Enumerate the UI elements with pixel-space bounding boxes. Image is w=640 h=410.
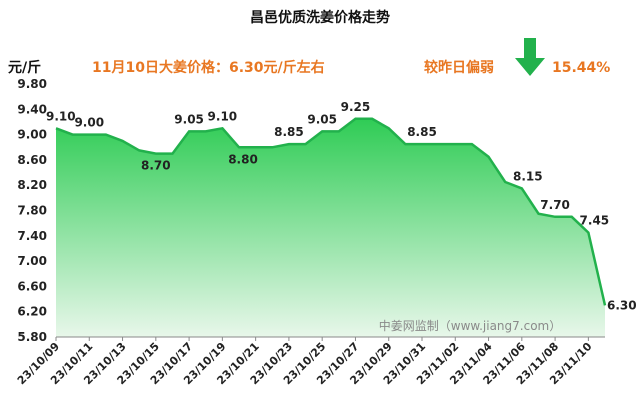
data-label: 8.15 [513,169,543,183]
y-tick-label: 5.80 [17,330,47,344]
data-label: 7.70 [540,198,570,212]
compare-value: 15.44% [552,60,610,76]
data-labels: 9.109.008.709.05 9.108.808.859.059.258.85… [46,100,637,313]
x-axis-ticks: 23/10/0923/10/1123/10/1323/10/1523/10/17… [15,337,595,387]
y-tick-label: 9.40 [17,102,47,116]
price-area [56,118,605,337]
price-line [55,117,607,306]
y-tick-label: 9.00 [17,128,47,142]
data-label: 9.25 [341,100,371,114]
data-label: 7.45 [580,214,610,228]
watermark: 中姜网监制（www.jiang7.com） [379,318,561,333]
data-label: 6.30 [607,298,637,312]
price-note: 11月10日大姜价格：6.30元/斤左右 [92,59,325,76]
data-label: 9.00 [74,116,104,130]
chart-title: 昌邑优质洗姜价格走势 [250,9,390,26]
y-tick-label: 7.00 [17,254,47,268]
data-label: 9.05 [307,112,337,126]
data-label: 9.10 [208,109,238,123]
data-label: 8.85 [274,125,304,139]
y-tick-label: 7.40 [17,229,47,243]
y-tick-label: 8.20 [17,178,47,192]
down-arrow-icon [515,38,545,76]
y-axis-unit: 元/斤 [8,59,41,76]
y-tick-label: 8.60 [17,153,47,167]
y-tick-label: 9.80 [17,77,47,91]
y-tick-label: 7.80 [17,204,47,218]
data-label: 9.10 [46,109,76,123]
compare-label: 较昨日偏弱 [424,59,494,76]
data-label: 8.70 [141,159,171,173]
data-label: 8.80 [228,152,258,166]
y-tick-label: 6.60 [17,279,47,293]
data-label: 9.05 [174,112,204,126]
y-axis-ticks: 9.80 9.40 9.00 8.60 8.20 7.80 7.40 7.00 6.60 6.20… [17,77,47,344]
y-tick-label: 6.20 [17,305,47,319]
data-label: 8.85 [407,125,437,139]
